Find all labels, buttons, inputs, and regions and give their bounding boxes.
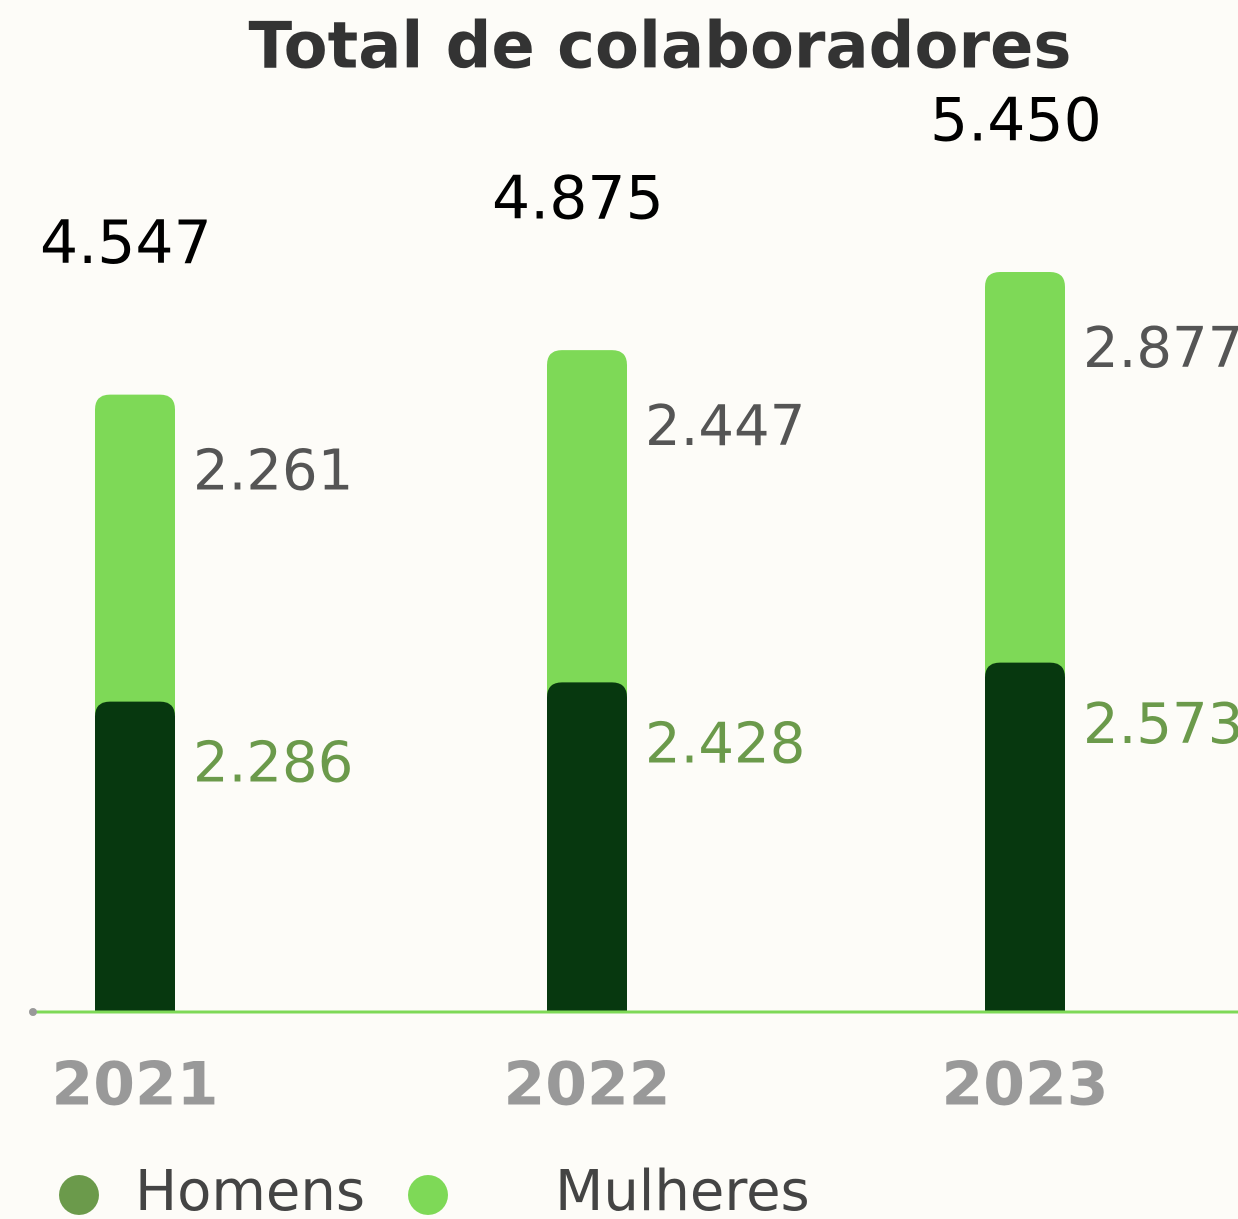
value-label: 2.286 (193, 731, 353, 796)
value-label: 2.447 (645, 394, 805, 459)
value-label: 2.877 (1083, 316, 1238, 381)
bar-segment (95, 394, 175, 717)
axis-dot (29, 1008, 37, 1016)
bar-segment (985, 272, 1065, 678)
bar-segment (95, 701, 175, 1012)
bar-segment (985, 662, 1065, 1012)
total-label: 4.875 (492, 164, 664, 234)
legend-label: Mulheres (555, 1159, 810, 1219)
legend-swatch (408, 1175, 448, 1215)
value-label: 2.261 (193, 439, 353, 504)
legend-swatch (59, 1175, 99, 1215)
value-label: 2.573 (1083, 692, 1238, 757)
x-tick-label: 2022 (504, 1050, 671, 1120)
bar-segment (547, 682, 627, 1012)
legend-label: Homens (135, 1159, 365, 1219)
chart-title: Total de colaboradores (248, 10, 1071, 84)
total-label: 4.547 (40, 208, 212, 278)
x-tick-label: 2021 (52, 1050, 219, 1120)
value-label: 2.428 (645, 711, 805, 776)
bar-segment (547, 350, 627, 698)
total-label: 5.450 (930, 86, 1102, 156)
x-tick-label: 2023 (942, 1050, 1109, 1120)
